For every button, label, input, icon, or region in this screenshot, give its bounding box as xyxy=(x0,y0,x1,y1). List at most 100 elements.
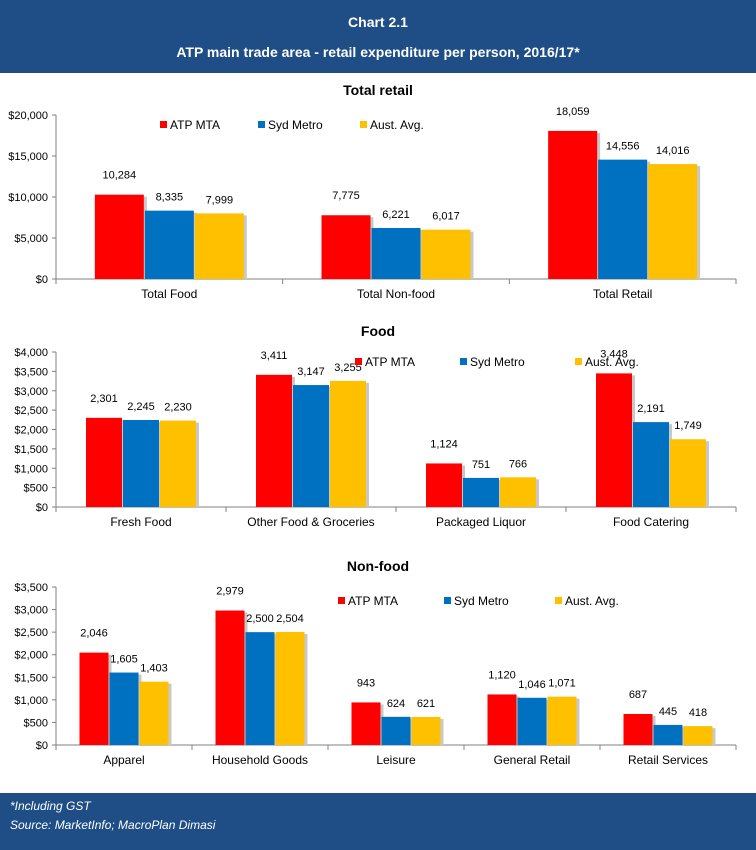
y-tick-label: $1,500 xyxy=(14,672,48,684)
bar-aust-avg-other-food-groceries xyxy=(330,380,366,507)
x-tick-label: Household Goods xyxy=(212,753,308,767)
y-tick-label: $0 xyxy=(36,740,48,752)
bar-syd-metro-other-food-groceries xyxy=(293,385,329,507)
bar-aust-avg-total-non-food xyxy=(421,229,471,279)
bar-aust-avg-retail-services xyxy=(683,726,713,745)
x-tick-label: Food Catering xyxy=(613,515,689,529)
bar-aust-avg-total-food xyxy=(194,213,244,279)
bar-syd-metro-leisure xyxy=(381,716,411,745)
chart-title: Non-food xyxy=(347,558,409,574)
data-label: 10,284 xyxy=(103,170,137,182)
bar-syd-metro-packaged-liquor xyxy=(463,477,499,507)
legend-swatch-aust-avg xyxy=(575,358,582,365)
bar-atp-mta-packaged-liquor xyxy=(426,463,462,507)
legend-label: Syd Metro xyxy=(268,118,323,132)
legend-swatch-atp-mta xyxy=(355,358,362,365)
y-tick-label: $0 xyxy=(36,274,48,286)
bar-aust-avg-leisure xyxy=(411,716,441,745)
y-tick-label: $20,000 xyxy=(8,110,48,122)
data-label: 14,016 xyxy=(656,145,690,157)
x-tick-label: Total Retail xyxy=(593,287,652,301)
bar-atp-mta-total-food xyxy=(94,194,144,279)
data-label: 3,255 xyxy=(334,362,362,374)
bar-aust-avg-fresh-food xyxy=(160,420,196,507)
legend-swatch-syd-metro xyxy=(460,358,467,365)
bar-aust-avg-food-catering xyxy=(670,439,706,507)
y-tick-label: $3,500 xyxy=(14,366,48,378)
y-tick-label: $2,000 xyxy=(14,425,48,437)
y-tick-label: $2,500 xyxy=(14,627,48,639)
chart-subtitle: ATP main trade area - retail expenditure… xyxy=(176,44,580,60)
data-label: 1,120 xyxy=(488,669,516,681)
bar-syd-metro-general-retail xyxy=(517,697,547,745)
y-tick-label: $10,000 xyxy=(8,192,48,204)
data-label: 3,147 xyxy=(297,366,325,378)
data-label: 3,411 xyxy=(261,350,288,362)
data-label: 18,059 xyxy=(556,106,590,118)
data-label: 766 xyxy=(509,458,527,470)
data-label: 2,500 xyxy=(246,613,274,625)
data-label: 2,191 xyxy=(637,403,665,415)
y-tick-label: $1,500 xyxy=(14,444,48,456)
data-label: 621 xyxy=(417,698,435,710)
x-tick-label: Total Food xyxy=(141,287,197,301)
data-label: 2,046 xyxy=(80,628,108,640)
legend-swatch-syd-metro xyxy=(444,597,451,604)
legend-label: Syd Metro xyxy=(454,594,509,608)
y-tick-label: $500 xyxy=(24,483,48,495)
bar-atp-mta-leisure xyxy=(351,702,381,745)
bar-atp-mta-general-retail xyxy=(487,694,517,745)
legend-swatch-atp-mta xyxy=(160,121,167,128)
bar-atp-mta-fresh-food xyxy=(86,417,122,507)
legend-label: Syd Metro xyxy=(470,355,525,369)
bar-syd-metro-fresh-food xyxy=(123,420,159,507)
bar-syd-metro-food-catering xyxy=(633,422,669,507)
chart-title: Food xyxy=(361,323,395,339)
bar-syd-metro-total-food xyxy=(144,210,194,279)
data-label: 1,749 xyxy=(674,420,702,432)
data-label: 14,556 xyxy=(606,141,640,153)
y-tick-label: $4,000 xyxy=(14,347,48,359)
data-label: 6,017 xyxy=(432,211,460,223)
bar-atp-mta-household-goods xyxy=(215,610,245,745)
data-label: 1,403 xyxy=(140,663,168,675)
bar-aust-avg-apparel xyxy=(139,681,169,745)
x-tick-label: Packaged Liquor xyxy=(436,515,526,529)
bar-syd-metro-household-goods xyxy=(245,632,275,745)
footnote: *Including GST xyxy=(10,799,91,813)
bar-atp-mta-total-retail xyxy=(548,130,598,279)
legend-swatch-syd-metro xyxy=(258,121,265,128)
bar-syd-metro-retail-services xyxy=(653,724,683,745)
x-tick-label: Retail Services xyxy=(628,753,708,767)
y-tick-label: $1,000 xyxy=(14,463,48,475)
bar-aust-avg-household-goods xyxy=(275,631,305,745)
legend-label: Aust. Avg. xyxy=(585,355,639,369)
source-note: Source: MarketInfo; MacroPlan Dimasi xyxy=(10,818,216,832)
data-label: 1,071 xyxy=(548,678,576,690)
legend-swatch-aust-avg xyxy=(360,121,367,128)
data-label: 6,221 xyxy=(382,209,410,221)
y-tick-label: $3,500 xyxy=(14,582,48,594)
data-label: 943 xyxy=(357,677,375,689)
legend-label: Aust. Avg. xyxy=(370,118,424,132)
data-label: 751 xyxy=(472,459,490,471)
data-label: 7,999 xyxy=(206,194,234,206)
chart-total-retail: Total retail $0 $5,000 $10,000 $15,000 $20,00… xyxy=(8,82,737,301)
y-tick-label: $3,000 xyxy=(14,605,48,617)
data-label: 1,124 xyxy=(430,438,458,450)
chart-number: Chart 2.1 xyxy=(348,14,408,30)
bar-atp-mta-retail-services xyxy=(623,713,653,745)
data-label: 7,775 xyxy=(332,190,360,202)
bar-aust-avg-general-retail xyxy=(547,696,577,745)
chart-non-food: Non-food $0 $500 $1,000 $1,500 $2,000 $2,500 $3… xyxy=(14,558,737,767)
bar-aust-avg-packaged-liquor xyxy=(500,477,536,507)
bar-atp-mta-total-non-food xyxy=(321,215,371,279)
data-label: 2,230 xyxy=(164,402,192,414)
bar-atp-mta-apparel xyxy=(79,652,109,745)
legend-label: ATP MTA xyxy=(170,118,220,132)
data-label: 1,046 xyxy=(518,679,546,691)
data-label: 2,245 xyxy=(127,401,155,413)
x-tick-label: Apparel xyxy=(103,753,144,767)
legend-swatch-aust-avg xyxy=(555,597,562,604)
y-tick-label: $15,000 xyxy=(8,151,48,163)
